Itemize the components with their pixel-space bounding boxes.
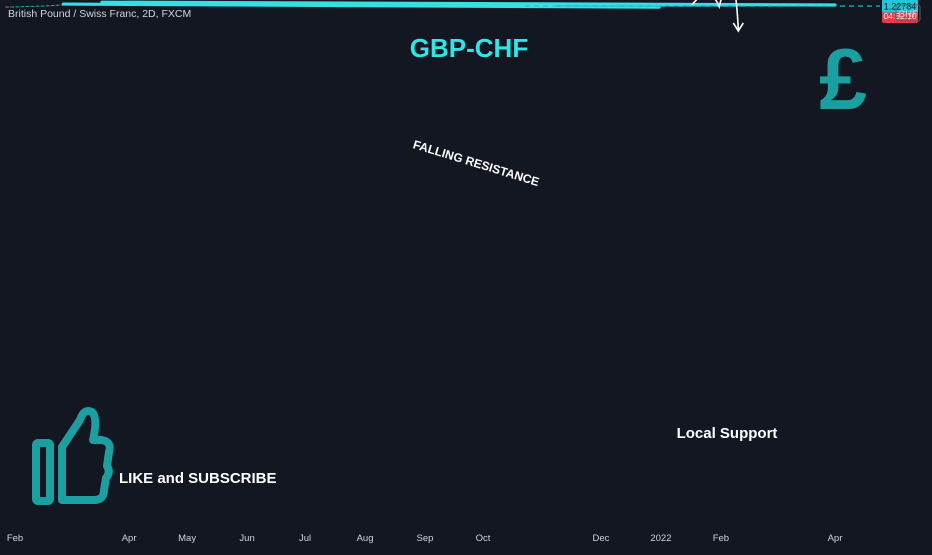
candle-body [46, 5, 50, 6]
candle-body [56, 5, 60, 6]
like-subscribe-label: LIKE and SUBSCRIBE [119, 470, 277, 487]
x-tick-label: Aug [357, 533, 374, 544]
x-tick-label: 2022 [650, 533, 671, 544]
x-tick-label: Dec [593, 533, 610, 544]
currency-button-label: CHF [898, 9, 918, 20]
x-tick-label: Apr [828, 533, 843, 544]
candle-body [41, 6, 45, 7]
candle-body [31, 6, 35, 7]
candle-body [36, 6, 40, 7]
candle-body [26, 6, 30, 7]
local-support-label: Local Support [677, 425, 778, 442]
x-tick-label: Oct [476, 533, 491, 544]
candle-body [51, 5, 55, 6]
x-tick-label: Feb [713, 533, 729, 544]
x-tick-label: Jun [239, 533, 254, 544]
symbol-title: British Pound / Swiss Franc, 2D, FXCM [8, 8, 191, 20]
x-tick-label: Apr [122, 533, 137, 544]
x-tick-label: Jul [299, 533, 311, 544]
x-tick-label: Sep [417, 533, 434, 544]
chart-title: GBP-CHF [410, 33, 528, 63]
x-tick-label: May [178, 533, 196, 544]
x-tick-label: Feb [7, 533, 23, 544]
pound-sign-icon: £ [819, 32, 867, 128]
candle-body [21, 6, 25, 7]
